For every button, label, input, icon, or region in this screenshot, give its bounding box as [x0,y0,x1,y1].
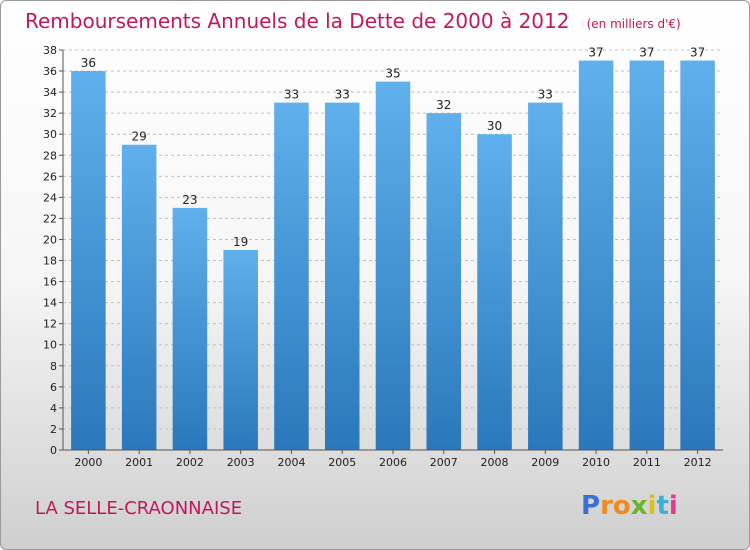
y-tick-label: 32 [43,107,57,120]
x-tick-label-2002: 2002 [176,456,204,469]
data-label-2012: 37 [690,46,705,60]
bar-2004 [274,102,309,450]
logo-letter: t [656,491,669,521]
place-name: LA SELLE-CRAONNAISE [35,498,242,519]
x-tick-label-2007: 2007 [430,456,458,469]
bar-2002 [172,207,208,450]
bar-2007 [426,113,462,450]
data-label-2005: 33 [335,88,350,102]
y-tick-label: 14 [43,297,57,310]
logo-letter: P [581,491,601,521]
y-tick-label: 34 [43,86,57,99]
y-tick-label: 38 [43,44,57,57]
data-label-2004: 33 [284,88,299,102]
x-tick-label-2003: 2003 [227,456,255,469]
logo-letter: o [612,491,631,521]
y-tick-label: 8 [50,360,57,373]
y-tick-label: 36 [43,65,57,78]
y-tick-label: 24 [43,191,57,204]
bar-2008 [477,134,512,451]
data-label-2009: 33 [538,88,553,102]
data-label-2003: 19 [233,235,248,249]
data-label-2006: 35 [385,67,400,81]
data-label-2008: 30 [487,119,502,133]
bar-2009 [528,102,563,450]
x-tick-label-2012: 2012 [684,456,712,469]
x-tick-label-2000: 2000 [74,456,102,469]
y-tick-label: 26 [43,170,57,183]
y-tick-label: 22 [43,212,57,225]
logo-letter: i [668,491,678,521]
chart-title-unit: (en milliers d'€) [587,17,681,31]
bar-2003 [223,250,258,450]
x-tick-label-2008: 2008 [481,456,509,469]
y-tick-label: 20 [43,233,57,246]
data-label-2007: 32 [436,98,451,112]
bar-2000 [71,71,106,450]
logo-letter: i [647,491,657,521]
data-label-2010: 37 [588,46,603,60]
proxiti-logo: Proxiti [581,491,678,521]
data-label-2001: 29 [132,130,147,144]
bar-2006 [375,81,411,450]
y-tick-label: 16 [43,276,57,289]
y-tick-label: 6 [50,381,57,394]
y-tick-label: 12 [43,318,57,331]
x-tick-label-2005: 2005 [328,456,356,469]
y-tick-label: 0 [50,444,57,457]
bars [71,60,715,451]
y-tick-label: 28 [43,149,57,162]
chart-title: Remboursements Annuels de la Dette de 20… [25,9,681,33]
y-tick-label: 4 [50,402,57,415]
bar-2011 [629,60,665,451]
data-label-2002: 23 [182,193,197,207]
bar-2005 [324,102,360,450]
y-tick-label: 2 [50,423,57,436]
logo-letter: r [600,491,613,521]
x-tick-label-2001: 2001 [125,456,153,469]
data-label-2000: 36 [81,56,96,70]
bar-2010 [578,60,614,451]
x-tick-label-2006: 2006 [379,456,407,469]
y-tick-label: 10 [43,339,57,352]
bar-2012 [680,60,715,451]
x-tick-label-2004: 2004 [277,456,305,469]
x-tick-label-2011: 2011 [633,456,661,469]
y-tick-label: 30 [43,128,57,141]
data-label-2011: 37 [639,46,654,60]
x-tick-label-2010: 2010 [582,456,610,469]
data-labels: 36 29 23 19 33 33 35 32 30 33 37 37 37 [81,46,706,249]
chart-title-main: Remboursements Annuels de la Dette de 20… [25,9,569,33]
x-tick-label-2009: 2009 [531,456,559,469]
bar-2001 [121,144,157,450]
logo-letter: x [630,491,648,521]
y-tick-label: 18 [43,255,57,268]
